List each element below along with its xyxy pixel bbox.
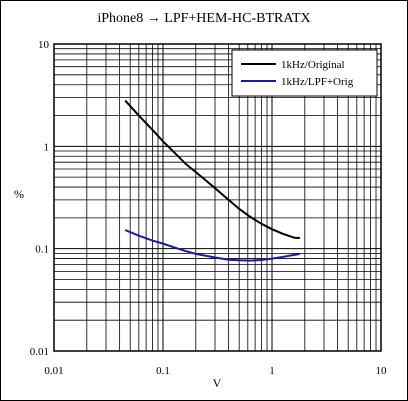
y-tick-label-2: 1: [44, 141, 50, 153]
legend-label-original: 1kHz/Original: [281, 59, 345, 71]
legend-box: [231, 49, 378, 97]
x-axis-label: V: [213, 376, 222, 390]
y-tick-labels: 0.01 0.1 1 10: [30, 39, 50, 358]
y-tick-label-3: 10: [38, 39, 50, 51]
x-tick-label-3: 10: [376, 365, 388, 377]
x-tick-labels: 0.01 0.1 1 10: [44, 365, 387, 377]
series-line-1: [124, 229, 300, 262]
series-line-0: [124, 99, 300, 240]
x-tick-label-2: 1: [269, 365, 275, 377]
legend-label-lpf: 1kHz/LPF+Orig: [281, 76, 354, 88]
plot-area: [53, 43, 382, 352]
series-group: [124, 99, 300, 262]
x-tick-label-1: 0.1: [156, 365, 170, 377]
y-tick-label-0: 0.01: [30, 346, 49, 358]
chart-title: iPhone8 → LPF+HEM-HC-BTRATX: [97, 11, 310, 26]
x-tick-label-0: 0.01: [44, 365, 63, 377]
y-axis-label: %: [14, 187, 24, 201]
grid: [53, 44, 381, 352]
y-tick-label-1: 0.1: [35, 244, 49, 256]
legend: 1kHz/Original 1kHz/LPF+Orig: [231, 49, 378, 97]
